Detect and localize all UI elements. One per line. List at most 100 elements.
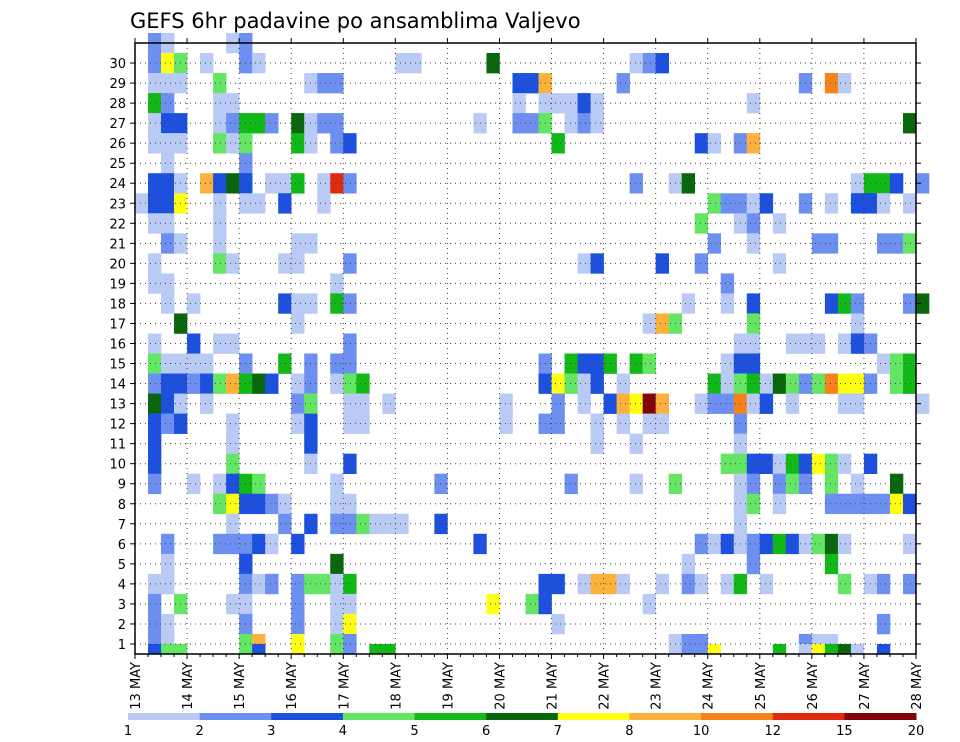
heatmap-cell [681, 173, 696, 194]
heatmap-cell [213, 233, 227, 254]
y-tick-label: 8 [118, 498, 126, 513]
heatmap-cell [200, 353, 214, 374]
colorbar-swatch [199, 713, 272, 720]
heatmap-cell [525, 73, 539, 94]
heatmap-cell [759, 193, 774, 214]
heatmap-cell [694, 573, 709, 595]
heatmap-cell [148, 53, 162, 74]
heatmap-cell [265, 173, 279, 194]
x-tick-label: 13 MAY [129, 662, 144, 710]
heatmap-cell [902, 573, 917, 595]
heatmap-cell [148, 333, 162, 354]
colorbar-swatch [128, 713, 201, 720]
y-tick-label: 30 [109, 57, 126, 72]
heatmap-cell [252, 113, 266, 134]
heatmap-cell [226, 453, 240, 474]
heatmap-cell [746, 313, 761, 334]
heatmap-cell [200, 53, 214, 74]
colorbar-label: 7 [554, 724, 562, 739]
heatmap-cell [317, 113, 331, 134]
heatmap-cell [694, 213, 709, 234]
heatmap-cell [343, 173, 357, 194]
heatmap-cell [343, 393, 357, 414]
heatmap-cell [161, 273, 175, 294]
heatmap-cell [343, 493, 357, 515]
y-tick-label: 4 [118, 578, 126, 593]
heatmap-cell [434, 513, 448, 535]
y-tick-label: 11 [109, 438, 126, 453]
heatmap-cell [746, 393, 761, 414]
heatmap-cell [902, 493, 917, 515]
y-tick-label: 5 [118, 558, 126, 573]
heatmap-cell [720, 393, 735, 414]
heatmap-cell [629, 393, 643, 414]
heatmap-cell [681, 633, 696, 655]
heatmap-cell [330, 473, 344, 495]
heatmap-cell [707, 233, 722, 254]
heatmap-cell [720, 573, 735, 595]
y-tick-label: 1 [118, 638, 126, 653]
heatmap-cell [551, 93, 565, 114]
heatmap-cell [902, 533, 917, 555]
heatmap-cell [291, 613, 305, 635]
heatmap-cell [811, 333, 826, 354]
heatmap-cell [330, 573, 344, 595]
heatmap-cell [720, 293, 735, 314]
heatmap-cell [876, 193, 891, 214]
heatmap-cell [694, 393, 709, 414]
heatmap-cell [746, 193, 761, 214]
heatmap-cell [291, 393, 305, 414]
heatmap-cell [746, 533, 761, 555]
heatmap-cell [330, 73, 344, 94]
heatmap-cell [343, 593, 357, 615]
heatmap-cell [850, 313, 865, 334]
heatmap-cell [824, 493, 839, 515]
heatmap-cell [590, 373, 604, 394]
heatmap-cell [720, 273, 735, 294]
heatmap-cell [291, 173, 305, 194]
heatmap-cell [746, 233, 761, 254]
heatmap-cell [148, 643, 162, 654]
heatmap-cell [720, 193, 735, 214]
colorbar-swatch [271, 713, 344, 720]
y-tick-label: 20 [109, 257, 126, 272]
heatmap-cell [291, 573, 305, 595]
heatmap-cell [876, 613, 891, 635]
heatmap-cell [889, 233, 904, 254]
colorbar: 1 2 3 4 5 6 7 8 10 12 15 20 [124, 713, 924, 739]
colorbar-label: 8 [625, 724, 633, 739]
heatmap-cell [148, 113, 162, 134]
heatmap-cell [629, 53, 643, 74]
heatmap-cell [772, 643, 787, 654]
heatmap-cell [213, 73, 227, 94]
heatmap-cell [278, 253, 292, 274]
heatmap-cell [213, 93, 227, 114]
heatmap-cell [226, 413, 240, 434]
heatmap-cell [395, 513, 409, 535]
heatmap-cell [902, 373, 917, 394]
heatmap-cell [811, 453, 826, 474]
heatmap-cell [772, 533, 787, 555]
heatmap-cell [148, 573, 162, 595]
heatmap-cell [694, 633, 709, 655]
heatmap-cell [746, 353, 761, 374]
heatmap-cell [876, 353, 891, 374]
colorbar-label: 12 [764, 724, 781, 739]
heatmap-cell [395, 53, 409, 74]
heatmap-cell [161, 213, 175, 234]
heatmap-cell [525, 593, 539, 615]
heatmap-cell [577, 373, 591, 394]
heatmap-cell [291, 113, 305, 134]
x-tick-label: 27 MAY [858, 662, 873, 710]
heatmap-cell [486, 593, 500, 615]
heatmap-cell [226, 493, 240, 515]
heatmap-cell [330, 593, 344, 615]
heatmap-cell [837, 453, 852, 474]
heatmap-cell [200, 393, 214, 414]
heatmap-cell [330, 613, 344, 635]
x-tick-label: 21 MAY [546, 662, 561, 710]
heatmap-cell [148, 613, 162, 635]
heatmap-cell [148, 273, 162, 294]
heatmap-cell [252, 533, 266, 555]
heatmap-cell [226, 173, 240, 194]
